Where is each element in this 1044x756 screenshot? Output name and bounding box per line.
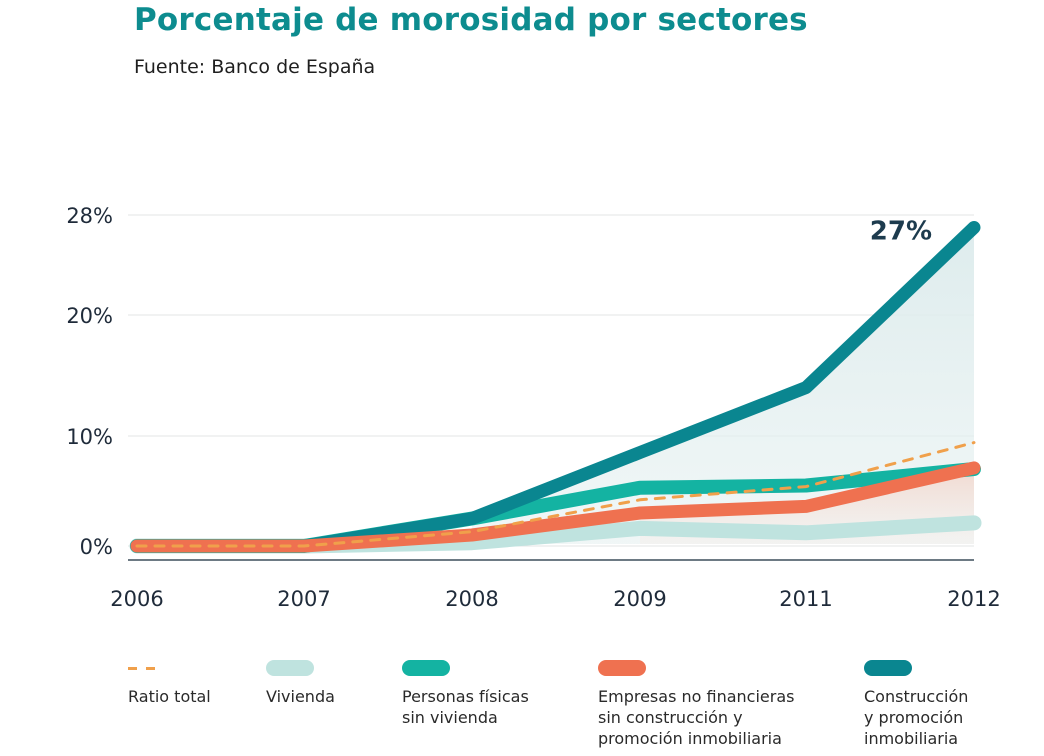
legend-label-construccion: Construcción y promoción inmobiliaria [864,687,969,748]
legend-label-empresas-no-financieras: Empresas no financieras sin construcción… [598,687,795,748]
x-tick-label-2008: 2008 [445,587,498,611]
y-tick-label: 10% [66,425,113,449]
point-vivienda-2009 [640,528,641,529]
point-personas-fisicas-2012 [974,469,975,470]
chart-source: Fuente: Banco de España [134,56,376,78]
point-construccion-2008 [472,518,473,519]
point-ratio-total-2009 [640,499,641,500]
series-lines [129,221,982,554]
point-ratio-total-2008 [472,531,473,532]
x-tick-label-2007: 2007 [277,587,330,611]
legend-label-personas-fisicas: Personas físicas sin vivienda [402,687,529,727]
tick-labels: 0% 10% 20% 28% 2006 2007 2008 2009 2011 2012 [66,204,1000,611]
point-empresas-no-financieras-2012 [974,467,975,468]
legend-swatch-construccion [864,660,912,676]
chart-title: Porcentaje de morosidad por sectores [134,2,808,38]
point-vivienda-2012 [974,522,975,523]
y-tick-label: 28% [66,204,113,228]
point-empresas-no-financieras-2009 [640,513,641,514]
legend-label-vivienda: Vivienda [266,687,335,706]
point-empresas-no-financieras-2008 [472,535,473,536]
point-personas-fisicas-2009 [640,487,641,488]
legend-swatch-vivienda [266,660,314,676]
x-tick-label-2009: 2009 [613,587,666,611]
point-ratio-total-2006 [137,546,138,547]
point-ratio-total-2012 [974,442,975,443]
legend-swatch-ratio-total [128,667,160,670]
point-vivienda-2008 [472,542,473,543]
point-construccion-2011 [806,387,807,388]
point-ratio-total-2007 [304,546,305,547]
legend-label-ratio-total: Ratio total [128,687,211,706]
construction-area [472,227,974,544]
series-line-ratio-total [135,441,976,548]
point-empresas-no-financieras-2011 [806,506,807,507]
legend-swatch-personas-fisicas [402,660,450,676]
legend-swatch-empresas-no-financieras [598,660,646,676]
point-construccion-2009 [640,452,641,453]
peak-annotation: 27% [870,217,932,247]
y-tick-label: 20% [66,304,113,328]
x-tick-label-2011: 2011 [779,587,832,611]
point-construccion-2012 [974,227,975,228]
y-tick-label: 0% [80,535,113,559]
point-personas-fisicas-2011 [806,485,807,486]
series-line-empresas-no-financieras [130,461,981,553]
area-shading [472,227,974,544]
point-ratio-total-2011 [806,486,807,487]
x-tick-label-2012: 2012 [947,587,1000,611]
annotations: 27% [870,217,932,247]
point-vivienda-2011 [806,532,807,533]
x-tick-label-2006: 2006 [110,587,163,611]
